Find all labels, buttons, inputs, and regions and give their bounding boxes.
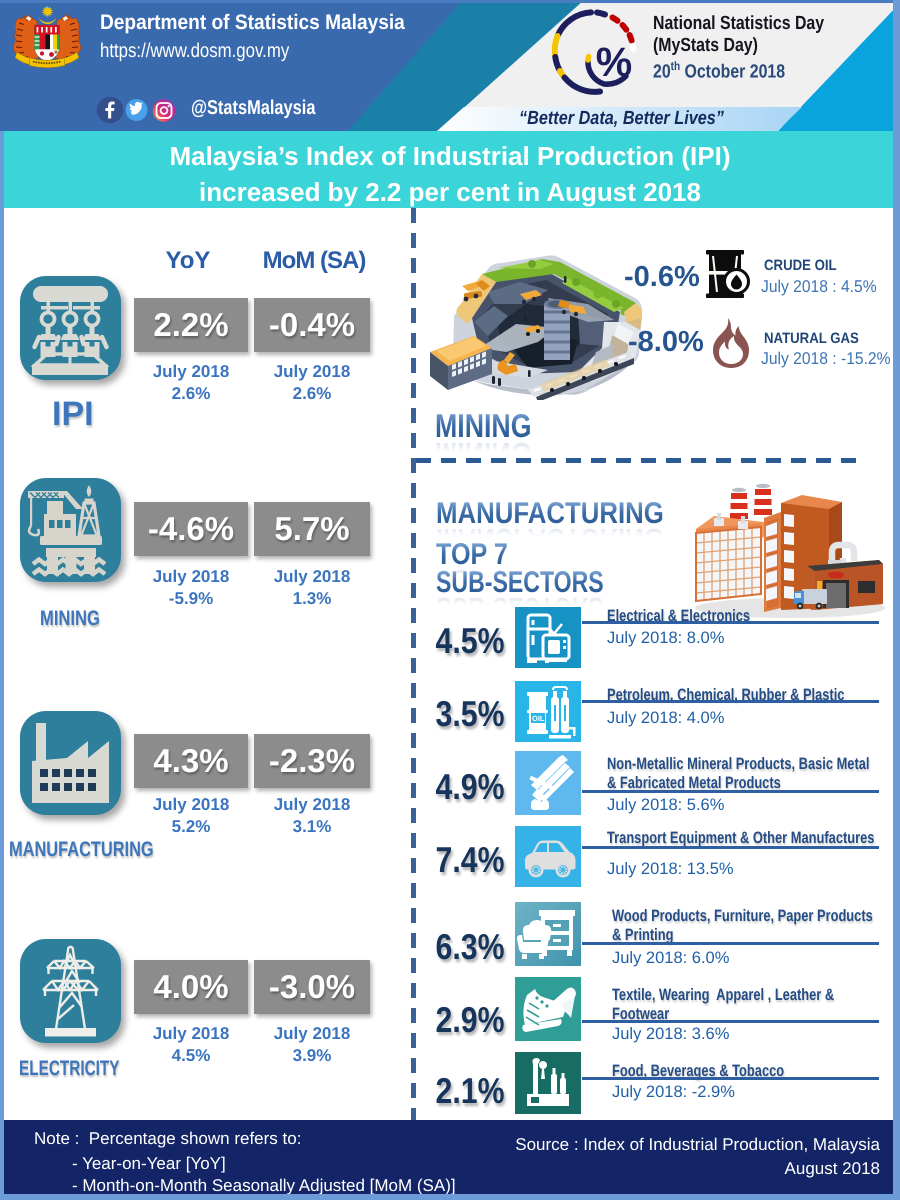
svg-text:OIL: OIL [532, 714, 545, 723]
svg-text:%: % [596, 39, 632, 85]
